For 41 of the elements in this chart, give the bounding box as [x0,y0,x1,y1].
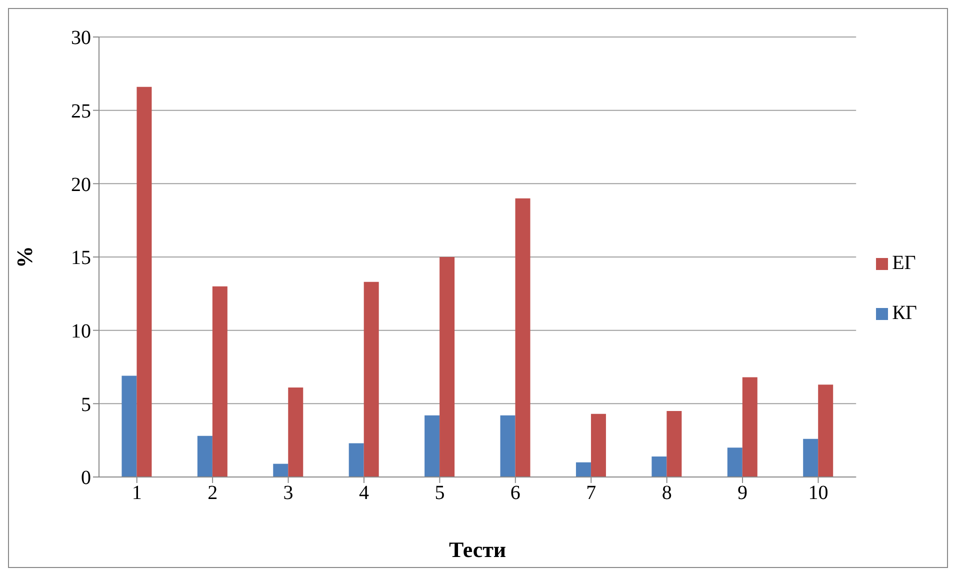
bar [364,282,379,477]
bar [197,436,212,477]
y-tick-label: 10 [71,320,91,342]
legend-label: КГ [892,302,917,324]
bar [500,415,516,477]
bar [803,438,818,477]
y-tick-label: 30 [71,27,91,50]
x-tick-label: 7 [586,482,596,504]
bar [727,448,742,477]
bar [818,384,834,477]
x-tick-label: 5 [434,482,445,504]
bar [122,376,137,477]
y-tick-label: 20 [71,174,91,196]
bar [590,414,606,477]
x-tick-label: 1 [132,482,142,504]
bar [576,462,591,477]
y-tick-label: 0 [81,467,91,490]
bar [440,257,455,477]
bar [273,464,288,477]
y-tick-label: 15 [71,247,91,270]
bar [212,286,228,477]
x-tick-label: 10 [808,482,828,504]
x-tick-label: 4 [358,482,369,504]
bar [424,415,440,477]
bar [136,86,152,477]
x-axis-title: Тести [448,537,506,562]
legend-label: ЕГ [892,252,916,274]
bar [742,377,758,477]
x-tick-label: 8 [662,482,672,504]
bar [288,388,304,477]
bar [652,456,667,477]
y-tick-label: 25 [71,100,91,122]
y-tick-label: 5 [81,394,91,416]
bar [666,411,682,477]
x-tick-label: 6 [510,482,520,504]
x-tick-label: 3 [283,482,294,504]
bar [515,198,530,477]
y-axis-title: % [12,246,37,268]
x-tick-label: 2 [208,482,218,504]
x-tick-label: 9 [738,482,748,504]
bar [348,443,364,477]
